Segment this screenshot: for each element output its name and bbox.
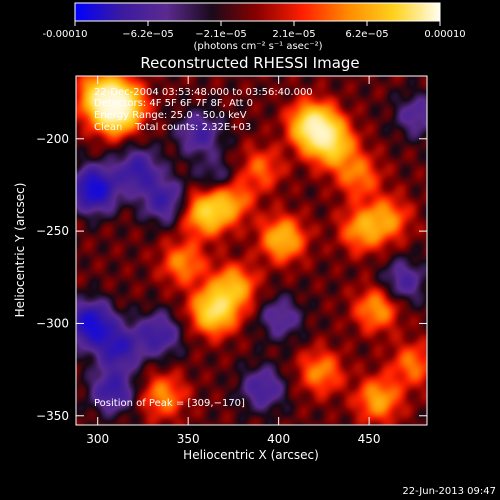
colorbar-tick-label: −2.1e−05 bbox=[195, 29, 247, 40]
clean-counts-label: Clean Total counts: 2.32E+03 bbox=[94, 122, 252, 133]
detectors-label: Detectors: 4F 5F 6F 7F 8F, Att 0 bbox=[94, 98, 254, 109]
y-tick-label: −350 bbox=[36, 409, 69, 423]
colorbar-ticks bbox=[74, 21, 441, 26]
y-tick-label: −300 bbox=[36, 316, 69, 330]
x-tick-label: 300 bbox=[86, 432, 109, 446]
peak-position-label: Position of Peak = [309,−170] bbox=[94, 398, 245, 409]
colorbar-unit-label: (photons cm⁻² s⁻¹ asec⁻²) bbox=[193, 41, 322, 52]
colorbar-tick-label: 2.1e−05 bbox=[272, 29, 315, 40]
y-tick-label: −250 bbox=[36, 224, 69, 238]
colorbar-strip bbox=[74, 2, 441, 22]
x-tick-label: 450 bbox=[358, 432, 381, 446]
heatmap-image bbox=[76, 76, 427, 425]
colorbar-tick-label: -0.00010 bbox=[43, 29, 88, 40]
x-tick-label: 400 bbox=[267, 432, 290, 446]
colorbar: -0.00010 −6.2e−05 −2.1e−05 2.1e−05 6.2e−… bbox=[43, 2, 466, 52]
x-axis-ticks bbox=[97, 76, 370, 425]
energy-range-label: Energy Range: 25.0 - 50.0 keV bbox=[94, 110, 247, 121]
footer-timestamp: 22-Jun-2013 09:47 bbox=[402, 486, 496, 497]
plot-frame bbox=[75, 75, 428, 426]
x-tick-label: 350 bbox=[177, 432, 200, 446]
colorbar-tick-label: 6.2e−05 bbox=[345, 29, 388, 40]
colorbar-tick-label: −6.2e−05 bbox=[122, 29, 174, 40]
y-axis-label: Heliocentric Y (arcsec) bbox=[13, 183, 27, 318]
x-axis-label: Heliocentric X (arcsec) bbox=[183, 448, 319, 462]
colorbar-tick-label: 0.00010 bbox=[424, 29, 465, 40]
y-axis-ticks bbox=[76, 138, 427, 417]
chart-title: Reconstructed RHESSI Image bbox=[140, 54, 359, 72]
y-tick-label: −200 bbox=[36, 132, 69, 146]
heatmap-canvas bbox=[76, 76, 427, 425]
observation-time-label: 22-Dec-2004 03:53:48.000 to 03:56:40.000 bbox=[94, 87, 313, 98]
